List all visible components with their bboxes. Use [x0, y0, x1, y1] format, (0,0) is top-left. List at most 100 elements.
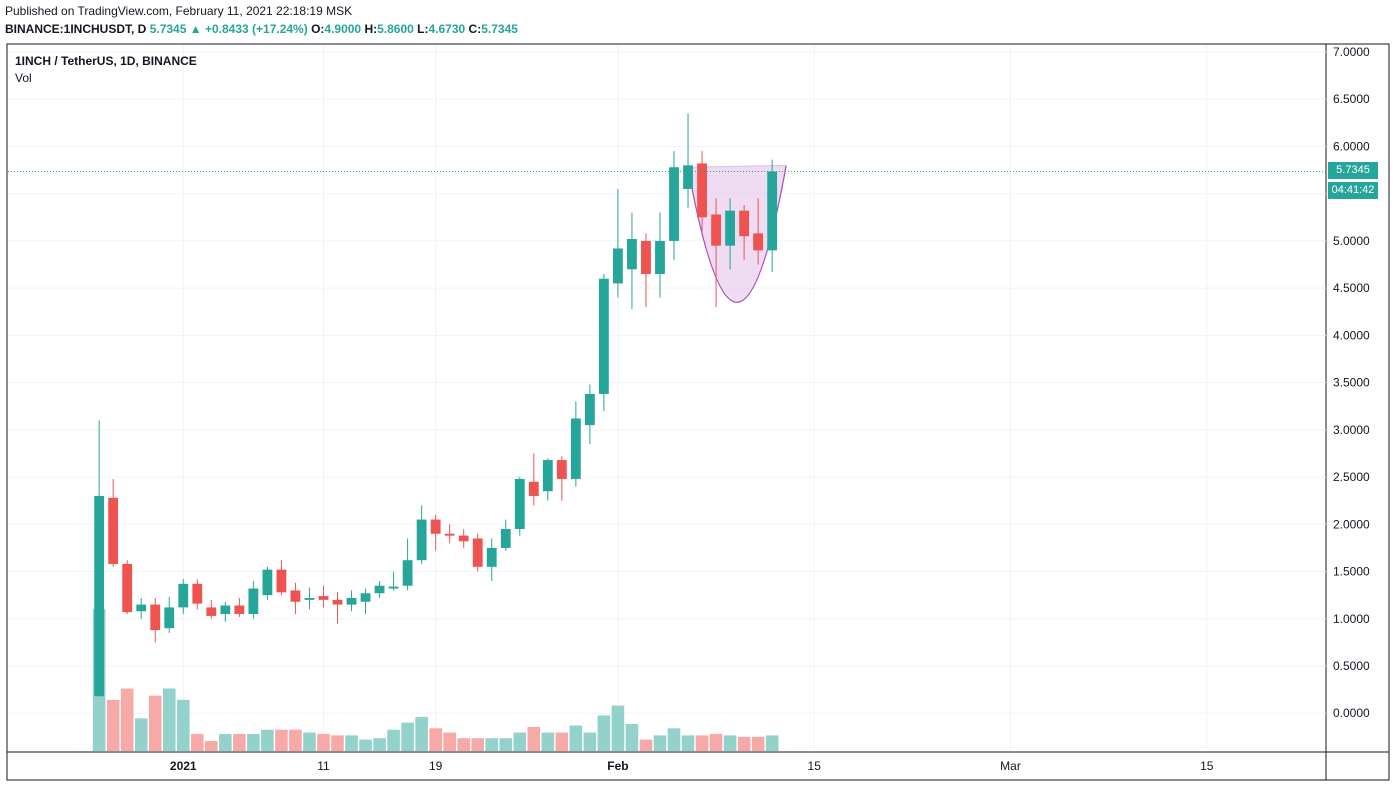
close-label: C:: [468, 22, 482, 36]
volume-bar: [625, 724, 639, 751]
volume-bar: [359, 739, 372, 751]
candle-body: [641, 240, 651, 274]
low-value: 4.6730: [428, 22, 466, 36]
volume-bar: [247, 733, 260, 751]
time-axis: 2021 11 19 Feb 15 Mar 15: [170, 759, 1214, 773]
y-tick-label: 1.0000: [1333, 612, 1370, 626]
volume-bar: [176, 699, 190, 751]
candle-body: [122, 563, 133, 613]
volume-bar: [317, 733, 330, 751]
high-label: H:: [364, 22, 378, 36]
volume-bar: [653, 735, 667, 751]
y-tick-label: 6.0000: [1333, 139, 1370, 153]
volume-bar: [443, 732, 456, 751]
candle-body: [262, 569, 273, 596]
volume-bar: [415, 716, 428, 751]
x-tick-label: 2021: [170, 759, 197, 773]
candle-body: [164, 607, 175, 629]
candle-body: [669, 167, 679, 241]
volume-bar: [569, 725, 583, 751]
volume-bar: [148, 695, 162, 751]
candle-body: [234, 605, 245, 615]
y-tick-label: 2.0000: [1333, 517, 1370, 531]
open-value: 4.9000: [324, 22, 362, 36]
volume-bar: [134, 718, 148, 751]
volume-bar: [120, 688, 134, 751]
volume-bar: [555, 732, 569, 751]
last-price-badge: 5.7345: [1328, 162, 1378, 179]
volume-bar: [723, 735, 737, 751]
volume-bar: [471, 738, 485, 751]
y-tick-label: 0.5000: [1333, 659, 1370, 673]
candle-body: [374, 585, 385, 594]
y-tick-label: 0.0000: [1333, 706, 1370, 720]
y-tick-label: 3.0000: [1333, 423, 1370, 437]
candle-body: [556, 460, 567, 479]
candle-body: [542, 460, 553, 492]
candle-body: [486, 547, 497, 567]
candle-body: [206, 607, 217, 616]
volume-bar: [373, 738, 386, 751]
legend-vol: Vol: [15, 71, 32, 85]
y-tick-label: 6.5000: [1333, 92, 1370, 106]
high-value: 5.8600: [377, 22, 414, 36]
candle-body: [276, 569, 287, 593]
candle-body: [318, 596, 329, 600]
candle-body: [388, 586, 399, 589]
candle-body: [192, 583, 203, 604]
candle-body: [346, 597, 357, 605]
y-tick-label: 2.5000: [1333, 470, 1370, 484]
volume-bar: [611, 705, 625, 751]
candle-body: [178, 583, 189, 608]
volume-bar: [709, 733, 723, 751]
x-tick-label: 11: [317, 759, 330, 773]
candle-body: [332, 599, 343, 605]
candle-body: [248, 588, 259, 615]
volume-bar: [275, 729, 288, 751]
candle-body: [500, 529, 511, 548]
legend-title: 1INCH / TetherUS, 1D, BINANCE: [15, 54, 197, 68]
symbol-label: BINANCE:1INCHUSDT, D: [5, 22, 147, 36]
price-axis: 7.00006.50006.00005.50005.00004.50004.00…: [1333, 45, 1370, 720]
volume-bar: [233, 733, 246, 751]
candle-body: [584, 393, 595, 426]
candle-body: [739, 210, 750, 237]
volume-bar: [303, 732, 316, 751]
candle-body: [458, 535, 469, 542]
open-label: O:: [311, 22, 325, 36]
y-tick-label: 4.0000: [1333, 328, 1370, 342]
candle-body: [108, 497, 119, 564]
x-tick-label: Mar: [1000, 759, 1021, 773]
candle-body: [570, 418, 581, 479]
volume-bar: [106, 699, 120, 751]
candle-body: [402, 560, 413, 586]
volume-bar: [583, 732, 597, 751]
candle-body: [430, 519, 441, 534]
x-tick-label: 15: [1200, 759, 1214, 773]
chart-frame: [6, 43, 1390, 781]
y-tick-label: 7.0000: [1333, 45, 1370, 59]
candle-body: [711, 214, 721, 246]
candle-body: [613, 248, 623, 284]
volume-bar: [737, 736, 751, 751]
volume-bar: [681, 735, 695, 751]
volume-bar: [190, 733, 204, 751]
candle-body: [683, 165, 693, 189]
candle-body: [528, 481, 539, 496]
candle-body: [627, 239, 637, 270]
volume-bar: [513, 732, 527, 751]
countdown-badge: 04:41:42: [1328, 182, 1378, 199]
candle-body: [94, 495, 105, 697]
y-tick-label: 1.5000: [1333, 565, 1370, 579]
volume-bar: [499, 738, 513, 751]
volume-bar: [751, 736, 765, 751]
candle-body: [416, 519, 427, 561]
candles: [94, 113, 778, 697]
candle-body: [136, 604, 147, 612]
volume-bar: [261, 729, 274, 751]
volume-bar: [429, 728, 442, 751]
change-value: +0.8433 (+17.24%): [204, 22, 308, 36]
y-tick-label: 4.5000: [1333, 281, 1370, 295]
x-tick-label: 15: [808, 759, 822, 773]
